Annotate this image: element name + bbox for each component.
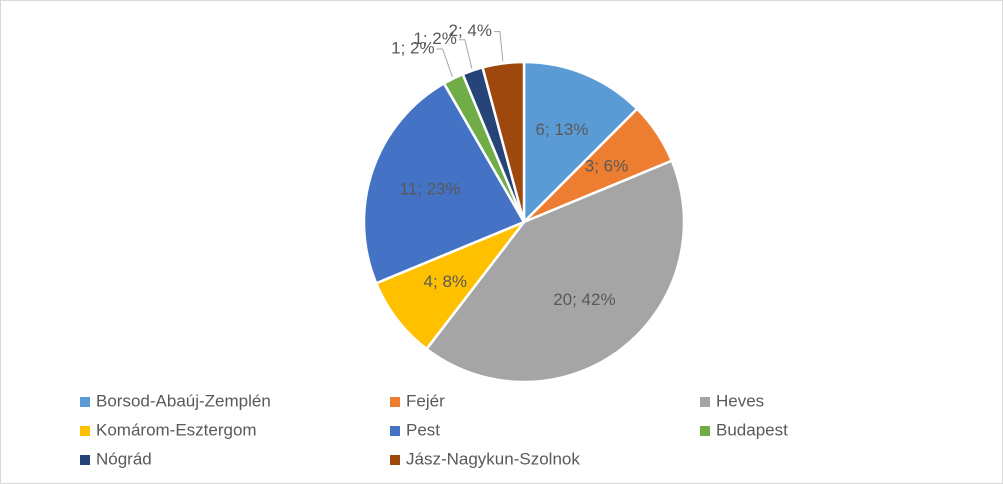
data-label: 1; 2% — [413, 29, 456, 48]
data-label: 4; 8% — [424, 272, 467, 291]
legend-label: Nógrád — [96, 449, 152, 468]
legend-swatch — [390, 426, 400, 436]
legend-swatch — [80, 455, 90, 465]
data-label: 11; 23% — [400, 180, 461, 199]
data-label: 20; 42% — [553, 290, 615, 309]
data-label: 6; 13% — [535, 120, 588, 139]
data-label: 3; 6% — [585, 156, 628, 175]
legend-label: Borsod-Abaúj-Zemplén — [96, 391, 271, 410]
pie-slice — [362, 81, 526, 285]
data-label: 1; 2% — [391, 38, 434, 57]
pie-slice — [481, 60, 526, 223]
legend-swatch — [80, 397, 90, 407]
pie-slice — [424, 159, 686, 384]
pie-slice — [522, 60, 639, 226]
legend-swatch — [700, 397, 710, 407]
legend-swatch — [390, 455, 400, 465]
legend-label: Budapest — [716, 420, 788, 439]
legend-label: Pest — [406, 420, 440, 439]
legend-label: Komárom-Esztergom — [96, 420, 257, 439]
legend-swatch — [80, 426, 90, 436]
legend-swatch — [390, 397, 400, 407]
data-label: 2; 4% — [448, 21, 491, 40]
legend-label: Fejér — [406, 391, 445, 410]
leader-line — [493, 31, 504, 62]
legend-label: Heves — [716, 391, 764, 410]
leader-line — [436, 48, 453, 77]
legend-label: Jász-Nagykun-Szolnok — [406, 449, 580, 468]
leader-line — [458, 39, 473, 69]
legend-swatch — [700, 426, 710, 436]
